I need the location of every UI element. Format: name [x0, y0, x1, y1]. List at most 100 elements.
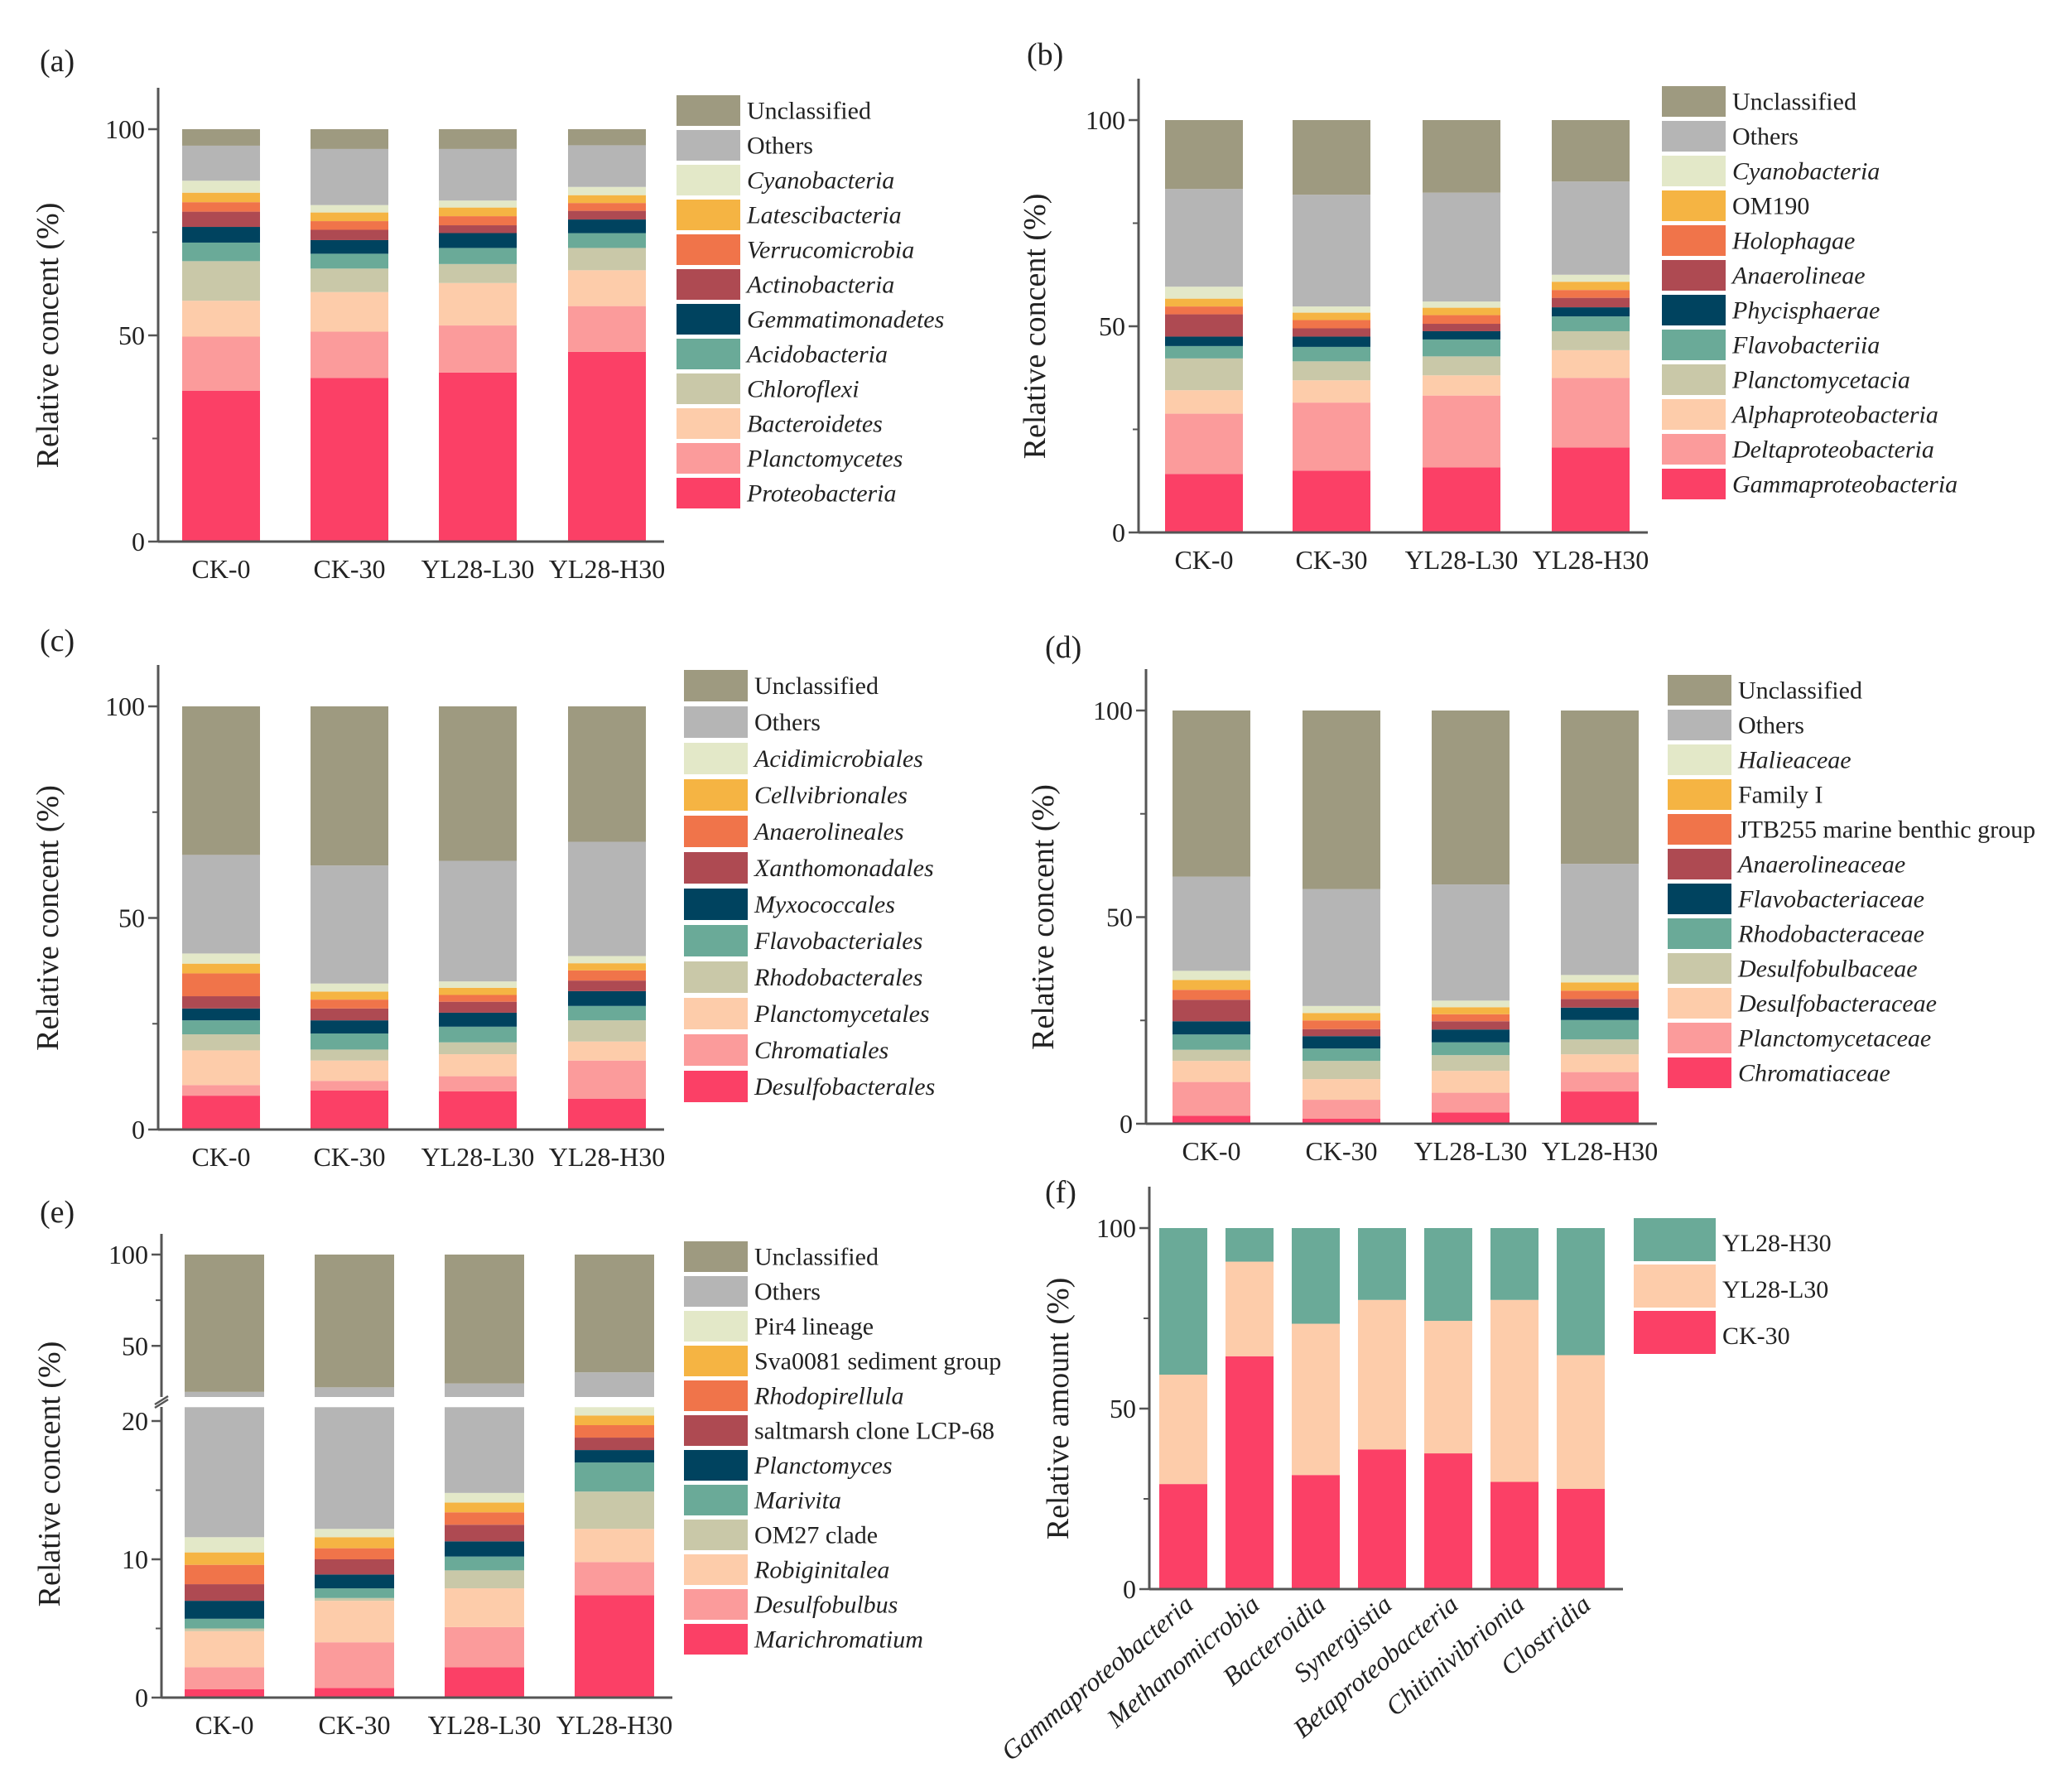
legend-label: Actinobacteria — [745, 272, 894, 299]
bar-segment-planctomycetacia-0 — [1165, 358, 1243, 391]
bar-segment-om27-clade-2 — [445, 1570, 524, 1589]
panel-label: (a) — [40, 44, 75, 79]
y-tick-label: 0 — [135, 1683, 148, 1713]
bar-segment-planctomycetaceae-0 — [1173, 1081, 1250, 1116]
legend-swatch — [684, 1485, 748, 1515]
legend-swatch — [684, 670, 748, 701]
legend-label: saltmarsh clone LCP-68 — [754, 1418, 994, 1445]
bar-segment-planctomycetes-2 — [439, 325, 517, 373]
bar-segment-rhodopirellula-2 — [445, 1512, 524, 1525]
y-tick-label: 100 — [1093, 696, 1133, 725]
bar-segment-desulfobulbaceae-2 — [1432, 1055, 1510, 1072]
legend-swatch — [1662, 190, 1726, 221]
legend-label: Desulfobulbaceae — [1737, 956, 1918, 983]
x-tick-label: YL28-H30 — [556, 1710, 672, 1740]
bar-segment-others-1 — [1293, 195, 1370, 307]
legend-label: YL28-H30 — [1722, 1230, 1832, 1257]
bar-segment-verrucomicrobia-2 — [439, 216, 517, 226]
bar-segment-unclassified-2 — [439, 706, 517, 861]
legend: Unclassified Others Halieaceae Family I JTB2… — [1668, 675, 2035, 1088]
bar-segment-desulfobulbus-3 — [575, 1562, 654, 1596]
bar-segment-latescibacteria-2 — [439, 207, 517, 217]
bar-segment-flavobacteriia-3 — [1552, 316, 1630, 331]
bar-segment-flavobacteriia-1 — [1293, 346, 1370, 362]
legend-label: Cyanobacteria — [1732, 158, 1880, 185]
legend-label: Myxococcales — [754, 891, 895, 918]
bar-segment-flavobacteriaceae-3 — [1561, 1007, 1639, 1020]
legend-label: Cyanobacteria — [747, 167, 894, 195]
legend-swatch — [684, 852, 748, 884]
bar-segment-planctomycetales-1 — [311, 1060, 388, 1081]
y-tick-label: 50 — [1106, 903, 1133, 932]
legend-swatch — [1668, 710, 1731, 740]
legend-swatch — [684, 1276, 748, 1307]
legend-swatch — [684, 1346, 748, 1376]
legend-label: Latescibacteria — [746, 202, 902, 229]
bar-segment-family-i-3 — [1561, 982, 1639, 991]
legend-swatch — [684, 1520, 748, 1550]
bar-segment-om27-clade-0 — [185, 1628, 264, 1631]
bar-segment-phycisphaerae-1 — [1293, 336, 1370, 347]
bar-segment-sva0081-sediment-group-2 — [445, 1502, 524, 1513]
bar-segment-desulfobacterales-3 — [568, 1098, 646, 1130]
bar-segment-chromatiaceae-3 — [1561, 1091, 1639, 1124]
bar-segment-yl28-l30-4 — [1424, 1321, 1472, 1454]
y-tick-label: 0 — [1120, 1109, 1133, 1139]
legend-label: Planctomyces — [754, 1452, 893, 1480]
bar-segment-gammaproteobacteria-2 — [1423, 467, 1500, 532]
bar-segment-yl28-h30-0 — [1159, 1228, 1207, 1375]
bar-segment-anaerolineae-0 — [1165, 314, 1243, 337]
bar-segment-anaerolineales-2 — [439, 995, 517, 1002]
legend-label: JTB255 marine benthic group — [1738, 817, 2035, 844]
bar-segment-rhodobacterales-0 — [182, 1034, 260, 1051]
bar-segment-flavobacteriia-0 — [1165, 345, 1243, 359]
legend-swatch — [1668, 988, 1731, 1019]
bar-segment-planctomyces-3 — [575, 1450, 654, 1463]
legend-label: OM190 — [1732, 193, 1809, 220]
bar-segment-cyanobacteria-0 — [182, 181, 260, 193]
y-tick-label: 100 — [105, 691, 145, 721]
bar-segment-desulfobulbus-0 — [185, 1667, 264, 1689]
bar-segment-others-1 — [315, 1407, 394, 1529]
y-tick-label: 0 — [1112, 518, 1125, 547]
legend-swatch — [684, 779, 748, 811]
legend-swatch — [677, 408, 740, 439]
legend-label: Phycisphaerae — [1731, 297, 1880, 325]
legend-label: Planctomycetacia — [1731, 367, 1910, 394]
y-tick-label: 50 — [118, 903, 145, 933]
legend-label: Flavobacteriales — [754, 927, 922, 955]
bar-segment-ck-30-3 — [1358, 1449, 1406, 1589]
panel-c: (c) CK-0 CK-30 YL28-L30 YL28-H30 0 50 100 Relati… — [31, 624, 935, 1172]
bar-segment-myxococcales-3 — [568, 990, 646, 1006]
legend: Unclassified Others Pir4 lineage Sva0081 se… — [684, 1241, 1001, 1655]
x-tick-label: YL28-H30 — [549, 1142, 665, 1172]
bar-segment-robiginitalea-3 — [575, 1529, 654, 1563]
y-tick-label: 100 — [105, 114, 145, 144]
bar-segment-cyanobacteria-3 — [1552, 274, 1630, 282]
x-tick-label: CK-30 — [313, 1142, 385, 1172]
legend-label: Others — [1738, 712, 1804, 739]
y-tick-label: 0 — [132, 527, 145, 556]
bar-segment-saltmarsh-clone-lcp-68-3 — [575, 1438, 654, 1451]
bar-segment-others-3 — [568, 145, 646, 187]
legend-swatch — [1668, 884, 1731, 914]
bar-segment-flavobacteriales-0 — [182, 1020, 260, 1035]
legend-swatch — [1662, 260, 1726, 291]
legend-label: OM27 clade — [754, 1522, 878, 1549]
legend-label: Marichromatium — [754, 1626, 923, 1654]
bar-segment-desulfobacteraceae-1 — [1303, 1079, 1380, 1101]
bar-segment-alphaproteobacteria-2 — [1423, 375, 1500, 396]
bar-segment-others-2 — [445, 1383, 524, 1397]
bar-segment-anaerolineae-2 — [1423, 324, 1500, 331]
x-tick-label: CK-30 — [1305, 1136, 1377, 1166]
bar-segment-others-0 — [1165, 189, 1243, 287]
legend-label: Desulfobacterales — [754, 1073, 935, 1101]
bar-segment-acidimicrobiales-1 — [311, 983, 388, 992]
bar-segment-others-3 — [568, 841, 646, 956]
bar-segment-anaerolineaceae-2 — [1432, 1021, 1510, 1030]
legend-swatch — [684, 889, 748, 920]
bar-segment-unclassified-1 — [1303, 711, 1380, 889]
legend-swatch — [1634, 1311, 1716, 1354]
legend-label: Halieaceae — [1737, 747, 1852, 774]
bar-segment-flavobacteriales-3 — [568, 1005, 646, 1021]
